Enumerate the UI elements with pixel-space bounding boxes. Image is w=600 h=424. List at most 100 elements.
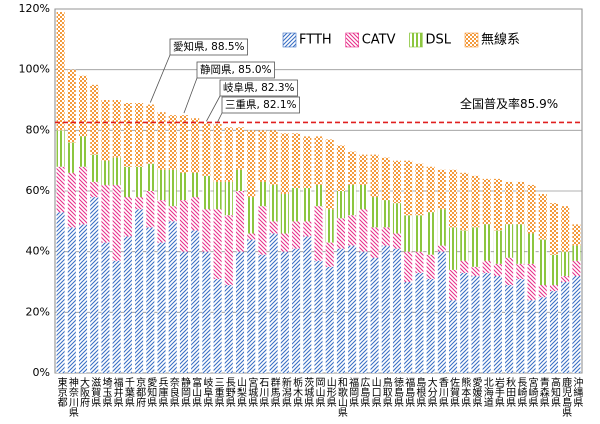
bar-segment xyxy=(460,230,469,261)
bar-segment xyxy=(493,263,502,276)
bar-segment xyxy=(168,115,177,170)
bar-segment xyxy=(348,151,357,185)
legend-label: FTTH xyxy=(299,33,332,48)
bar-segment xyxy=(135,197,144,210)
annotation-leader xyxy=(217,112,223,123)
bar-segment xyxy=(314,260,323,373)
bar-segment xyxy=(179,172,188,201)
bar-segment xyxy=(314,136,323,185)
legend-swatch xyxy=(409,32,423,48)
x-tick-label: 新潟県 xyxy=(279,376,291,408)
bar-segment xyxy=(516,278,525,373)
bar-segment xyxy=(90,197,99,373)
bar-segment xyxy=(146,191,155,228)
y-tick-label: 60% xyxy=(26,184,50,197)
bar-segment xyxy=(516,263,525,279)
bar-segment xyxy=(538,285,547,298)
bar-segment xyxy=(325,242,334,267)
annotation-leader xyxy=(206,95,221,122)
bar-segment xyxy=(549,254,559,286)
legend-label: 無線系 xyxy=(481,32,520,48)
bar-segment xyxy=(247,233,256,240)
bar-segment xyxy=(505,181,514,225)
bar-segment xyxy=(538,297,547,373)
bar-segment xyxy=(359,184,368,210)
bar-segment xyxy=(56,166,65,213)
bar-segment xyxy=(404,215,413,252)
x-tick-label: 岐阜県 xyxy=(201,376,213,408)
bar-segment xyxy=(482,260,491,273)
bar-segment xyxy=(303,221,312,237)
bar-segment xyxy=(280,251,289,373)
callout: 三重県, 82.1% xyxy=(217,96,300,123)
bar-segment xyxy=(157,169,166,201)
bar-segment xyxy=(561,282,570,373)
bar-segment xyxy=(135,166,144,198)
callout: 岐阜県, 82.3% xyxy=(206,79,298,122)
bar-segment xyxy=(426,166,435,213)
x-tick-label: 静岡県 xyxy=(178,376,190,408)
y-tick-label: 40% xyxy=(26,245,50,258)
bar-segment xyxy=(56,212,65,373)
x-tick-label: 群馬県 xyxy=(268,376,280,408)
annotation-leader xyxy=(149,54,171,103)
x-tick-label: 長崎県 xyxy=(515,377,527,408)
x-tick-label: 徳島県 xyxy=(391,376,403,408)
y-tick-label: 120% xyxy=(19,2,50,15)
bar-segment xyxy=(336,218,345,249)
bar-segment xyxy=(415,251,424,273)
annotation: 愛知県, 88.5% xyxy=(173,40,245,53)
annotation: 静岡県, 85.0% xyxy=(200,63,272,76)
bar-segment xyxy=(191,197,200,231)
x-tick-label: 茨城県 xyxy=(302,376,314,408)
bar-segment xyxy=(280,194,289,234)
bar-segment xyxy=(449,169,458,228)
bar-segment xyxy=(123,103,132,167)
bar-segment xyxy=(359,154,368,185)
bar-segment xyxy=(325,266,334,373)
bar-segment xyxy=(303,236,312,373)
bar-segment xyxy=(101,242,110,373)
bar-segment xyxy=(426,278,435,373)
x-tick-label: 福島県 xyxy=(403,376,415,408)
bar-segment xyxy=(370,227,379,258)
x-tick-label: 高知県 xyxy=(548,376,560,408)
x-tick-label: 福井県 xyxy=(111,376,123,408)
bar-segment xyxy=(392,248,402,373)
bar-segment xyxy=(493,230,502,264)
bar-segment xyxy=(292,221,301,249)
x-tick-label: 鹿児島県 xyxy=(560,376,572,418)
annotation-leader xyxy=(183,77,198,114)
bar-segment xyxy=(224,285,233,373)
bar-segment xyxy=(258,181,267,207)
bar-segment xyxy=(213,209,222,279)
x-tick-label: 千葉県 xyxy=(122,377,134,408)
bar-segment xyxy=(258,206,267,255)
bar-segment xyxy=(471,227,480,267)
bar-segment xyxy=(202,123,211,176)
bar-segment xyxy=(269,184,278,222)
bar-segment xyxy=(168,206,177,222)
bar-segment xyxy=(505,285,514,373)
bar-segment xyxy=(415,215,424,252)
bar-segment xyxy=(258,130,267,182)
bar-segment xyxy=(269,233,278,373)
bar-segment xyxy=(303,136,312,188)
bar-segment xyxy=(123,166,132,198)
x-tick-label: 宮崎県 xyxy=(526,376,538,408)
bar-segment xyxy=(572,245,581,261)
x-tick-label: 山口県 xyxy=(369,377,381,408)
x-tick-label: 埼玉県 xyxy=(100,376,112,408)
bar-segment xyxy=(426,212,435,255)
x-tick-label: 福岡県 xyxy=(347,376,359,408)
bar-segment xyxy=(549,203,559,255)
callout: 愛知県, 88.5% xyxy=(149,38,248,103)
x-tick-label: 鳥取県 xyxy=(380,376,392,408)
x-tick-label: 大阪府 xyxy=(78,376,90,408)
bar-segment xyxy=(90,154,99,182)
bar-segment xyxy=(426,254,435,279)
bar-segment xyxy=(135,209,144,373)
bar-segment xyxy=(224,181,233,216)
x-tick-label: 香川県 xyxy=(436,377,448,408)
